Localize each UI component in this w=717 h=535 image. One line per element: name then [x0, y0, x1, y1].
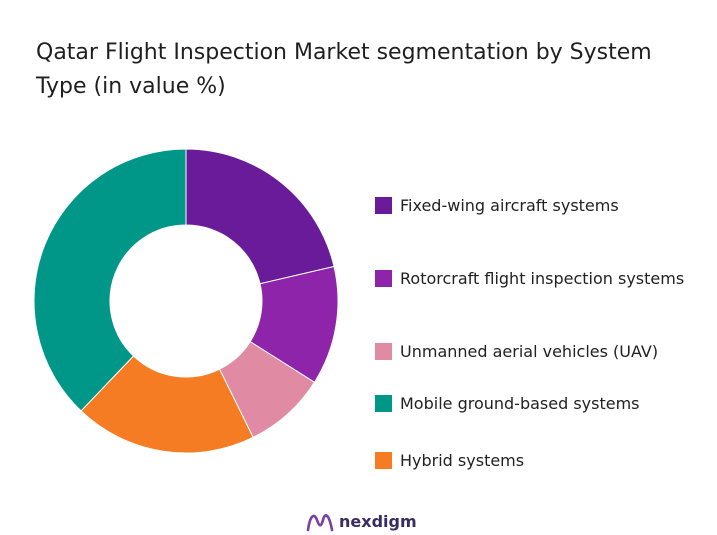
chart-title: Qatar Flight Inspection Market segmentat…	[36, 40, 652, 99]
nexdigm-logo: nexdigm	[306, 508, 417, 534]
legend-label: Rotorcraft flight inspection systems	[400, 268, 685, 288]
legend-item-fixed-wing: Fixed-wing aircraft systems	[375, 190, 619, 220]
legend-label: Mobile ground-based systems	[400, 393, 640, 413]
legend-swatch	[375, 269, 392, 287]
brand-name: nexdigm	[339, 511, 417, 531]
legend-label: Hybrid systems	[400, 450, 525, 470]
donut-slice-mobile-ground-based-systems	[33, 148, 187, 412]
legend-swatch	[375, 394, 392, 412]
legend-label: Fixed-wing aircraft systems	[400, 195, 619, 215]
legend-swatch	[375, 342, 392, 360]
legend-item-hybrid: Hybrid systems	[375, 445, 524, 475]
donut-slice-fixed-wing-aircraft-systems	[185, 148, 335, 285]
nexdigm-logo-mark-icon	[306, 514, 334, 532]
legend-item-uav: Unmanned aerial vehicles (UAV)	[375, 336, 658, 366]
legend-swatch	[375, 196, 392, 214]
donut-slice-hybrid-systems	[80, 355, 254, 454]
legend-swatch	[375, 451, 392, 469]
legend-item-mobile-ground: Mobile ground-based systems	[375, 388, 640, 418]
legend-item-rotorcraft: Rotorcraft flight inspection systems	[375, 263, 684, 293]
legend-label: Unmanned aerial vehicles (UAV)	[400, 341, 659, 361]
